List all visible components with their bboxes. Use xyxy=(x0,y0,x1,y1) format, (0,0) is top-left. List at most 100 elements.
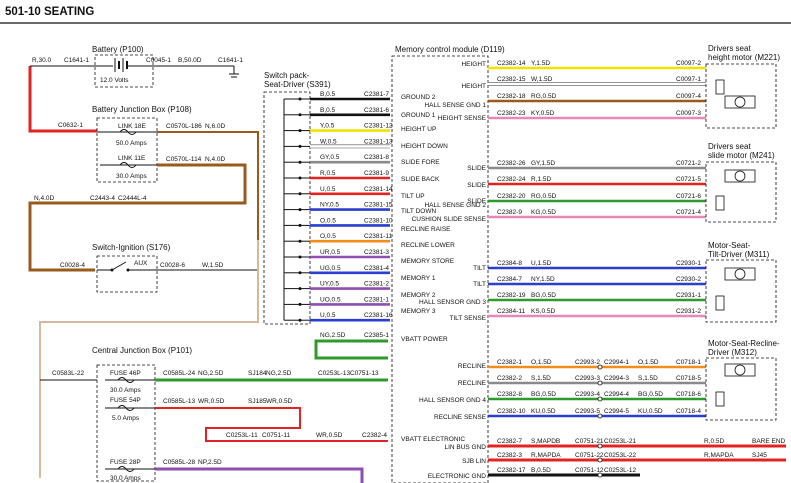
cjb-fuse3-name: FUSE 28P xyxy=(110,459,141,466)
lin-wire-0-c2: C0253L-21 xyxy=(604,438,637,445)
slide-motor: Drivers seat slide motor (M241) xyxy=(705,142,777,223)
cjb-fuse2-wire2: WR,0.5D xyxy=(266,398,293,405)
sp-row-0-wire: B,0.5 xyxy=(320,91,336,98)
recline-wire-2-conn: C2382-8 xyxy=(497,391,522,398)
cjb-fuse1-amp: 30.0 Amps xyxy=(110,387,141,394)
mcm-right-label-4: SLIDE xyxy=(467,165,486,172)
mcm-right-label-15: HALL SENSOR GND 4 xyxy=(419,397,486,404)
motor1-name-2: height motor (M221) xyxy=(708,53,780,62)
motor-wire-9-conn: C2384-7 xyxy=(497,276,522,283)
motor3-name-1: Motor-Seat- xyxy=(708,241,751,250)
recline-wire-0-c1: C2993-2 xyxy=(575,359,600,366)
mcm-right-label-0: HEIGHT xyxy=(461,61,486,68)
battery-name: Battery (P100) xyxy=(92,45,144,54)
recline-wire-2-label2: BG,0.5D xyxy=(638,391,663,398)
ignition-tan-wire xyxy=(39,240,259,478)
sp-row-1-wire: B,0.5 xyxy=(320,107,336,114)
sp-row-14-wire: U,0.5 xyxy=(320,312,336,319)
recline-wire-0-joint xyxy=(597,364,603,370)
recline-wire-rows: C2382-1 O,1.5D C2993-2 C2994-1 O,1.5D C0718-1… xyxy=(488,359,706,419)
cjb-fuse1-name: FUSE 46P xyxy=(110,370,141,377)
mcm-right-label-12: TILT SENSE xyxy=(449,315,486,322)
sp-row-11-conn: C2381-4 xyxy=(364,265,389,272)
cjb-fuse1-conn2: C0253L-13 xyxy=(318,370,351,377)
bjb-wire-left: N,4.0D xyxy=(34,195,55,202)
motor-wire-7-label: KG,0.5D xyxy=(531,209,556,216)
sp-row-2-wire: Y,0.5 xyxy=(320,123,335,130)
mcm-right-label-18: SJB LIN xyxy=(462,458,486,465)
motor-wire-11-label: KS,0.5D xyxy=(531,308,556,315)
lin-wire-0-conn: C2382-7 xyxy=(497,438,522,445)
mcm-left-label-9: RECLINE LOWER xyxy=(401,242,455,249)
mcm-right-label-6: SLIDE xyxy=(467,198,486,205)
switch-pack-name-1: Switch pack- xyxy=(264,71,310,80)
sp-row-1-conn: C2381-6 xyxy=(364,107,389,114)
motor-wire-10-end: C2931-1 xyxy=(676,292,701,299)
cjb-fuse1-splice: SJ184 xyxy=(248,370,267,377)
motor-wire-10-conn: C2382-19 xyxy=(497,292,526,299)
bjb-conn-in: C0632-1 xyxy=(58,122,83,129)
motor-wire-4-end: C0721-2 xyxy=(676,160,701,167)
cjb-fuse1-conn3: C0751-13 xyxy=(350,370,379,377)
battery-wire2-label: B,50.0D xyxy=(178,57,202,64)
sp-row-7-conn: C2381-15 xyxy=(364,202,393,209)
sp-row-3-conn: C2381-13 xyxy=(364,138,393,145)
motor3-symbol-icon xyxy=(715,267,756,311)
motor-wire-4-conn: C2382-26 xyxy=(497,160,526,167)
bjb-link2-conn: C0570L-114 xyxy=(166,156,202,163)
recline-wire-2-c2: C2994-4 xyxy=(604,391,629,398)
cjb-fuse2-name: FUSE 54P xyxy=(110,397,141,404)
mcm-right-label-5: SLIDE xyxy=(467,182,486,189)
motor-wire-3-conn: C2382-23 xyxy=(497,110,526,117)
lin-wire-1-conn: C2382-3 xyxy=(497,452,522,459)
lin-wire-1-label2: R,MAPDA xyxy=(704,452,734,459)
mcm-right-label-8: CUSHION SLIDE SENSE xyxy=(412,216,487,223)
motor-wire-4-label: GY,1.5D xyxy=(531,160,555,167)
cjb-fuse1-wire: NG,2.5D xyxy=(198,370,224,377)
ground-symbol-icon xyxy=(229,66,239,78)
cjb-wr-wire-label: WR,0.5D xyxy=(316,432,343,439)
switch-pack-name-2: Seat-Driver (S391) xyxy=(264,80,331,89)
cjb-conn-in: C0583L-22 xyxy=(52,370,85,377)
recline-wire-2-c1: C2993-4 xyxy=(575,391,600,398)
sp-row-6-conn: C2381-14 xyxy=(364,186,393,193)
mcm-left-label-0: GROUND 2 xyxy=(401,94,436,101)
cjb-box xyxy=(96,364,156,482)
bjb-splice2: C2444L-4 xyxy=(118,195,147,202)
sp-row-11-wire: UG,0.5 xyxy=(320,265,341,272)
vbatt-conn: C2385-1 xyxy=(364,332,389,339)
motor-wire-5-label: R,1.5D xyxy=(531,176,552,183)
recline-wire-1-label2: S,1.5D xyxy=(638,375,658,382)
bjb-fuse1-icon xyxy=(97,129,157,135)
sp-row-14-conn: C2381-16 xyxy=(364,312,393,319)
motor-wire-7-conn: C2382-9 xyxy=(497,209,522,216)
cjb-name: Central Junction Box (P101) xyxy=(92,346,192,355)
motor3-name-2: Tilt-Driver (M311) xyxy=(708,250,770,259)
page-title: 501-10 SEATING xyxy=(5,6,94,18)
cjb-fuse2-amp: 5.0 Amps xyxy=(112,415,140,422)
mcm-right-label-13: RECLINE xyxy=(458,363,487,370)
lin-wire-1-end: SJ45 xyxy=(752,452,767,459)
mcm-left-label-1: GROUND 1 xyxy=(401,112,436,119)
motor-wire-6-label: RG,0.5D xyxy=(531,193,557,200)
mcm-left-label-7: TILT DOWN xyxy=(401,208,436,215)
motor2-box xyxy=(705,161,777,223)
motor-wire-8-label: U,1.5D xyxy=(531,260,552,267)
recline-motor: Motor-Seat-Recline- Driver (M312) xyxy=(705,339,780,421)
sp-row-3-wire: W,0.5 xyxy=(320,138,337,145)
bjb-brown-wire-2 xyxy=(28,163,247,272)
bjb-fuse2-icon xyxy=(100,162,157,168)
motor4-box xyxy=(705,357,777,421)
recline-wire-0-conn: C2382-1 xyxy=(497,359,522,366)
recline-wire-3-label2: KU,0.5D xyxy=(638,408,663,415)
motor-wire-11-conn: C2384-11 xyxy=(497,308,525,315)
switch-pack-rows: B,0.5 C2381-7 B,0.5 C2381-6 Y,0.5 C2381-12 W,0… xyxy=(283,91,393,322)
mcm-left-label-14: VBATT POWER xyxy=(401,336,448,343)
recline-wire-3-label: KU,0.5D xyxy=(531,408,556,415)
vbatt-wire: NG,2.5D xyxy=(320,332,346,339)
mcm-left-label-15: VBATT ELECTRONIC xyxy=(401,436,465,443)
cjb-fuse1-wire2: NG,2.5D xyxy=(266,370,292,377)
battery-symbol-icon xyxy=(114,58,128,72)
mcm-left-label-8: RECLINE RAISE xyxy=(401,226,451,233)
